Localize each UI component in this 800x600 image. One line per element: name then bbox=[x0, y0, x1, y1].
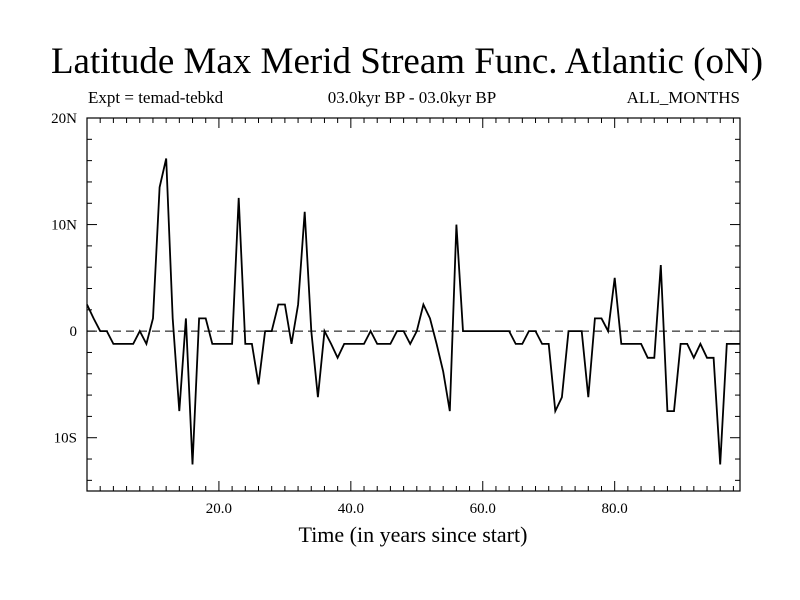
x-axis-label: Time (in years since start) bbox=[298, 522, 528, 547]
x-tick-label: 80.0 bbox=[602, 501, 628, 517]
x-tick-label: 60.0 bbox=[470, 501, 496, 517]
experiment-label: Expt = temad-tebkd bbox=[88, 88, 224, 107]
months-label: ALL_MONTHS bbox=[626, 88, 740, 107]
series-line bbox=[86, 158, 740, 465]
period-label: 03.0kyr BP - 03.0kyr BP bbox=[327, 88, 497, 107]
y-tick-label: 10N bbox=[51, 218, 77, 234]
x-tick-label: 20.0 bbox=[206, 501, 232, 517]
y-tick-label: 0 bbox=[70, 324, 78, 340]
y-tick-label: 10S bbox=[54, 431, 77, 447]
x-tick-label: 40.0 bbox=[338, 501, 364, 517]
chart-title: Latitude Max Merid Stream Func. Atlantic… bbox=[50, 41, 764, 82]
plot-frame bbox=[86, 117, 741, 492]
y-tick-label: 20N bbox=[51, 111, 77, 127]
